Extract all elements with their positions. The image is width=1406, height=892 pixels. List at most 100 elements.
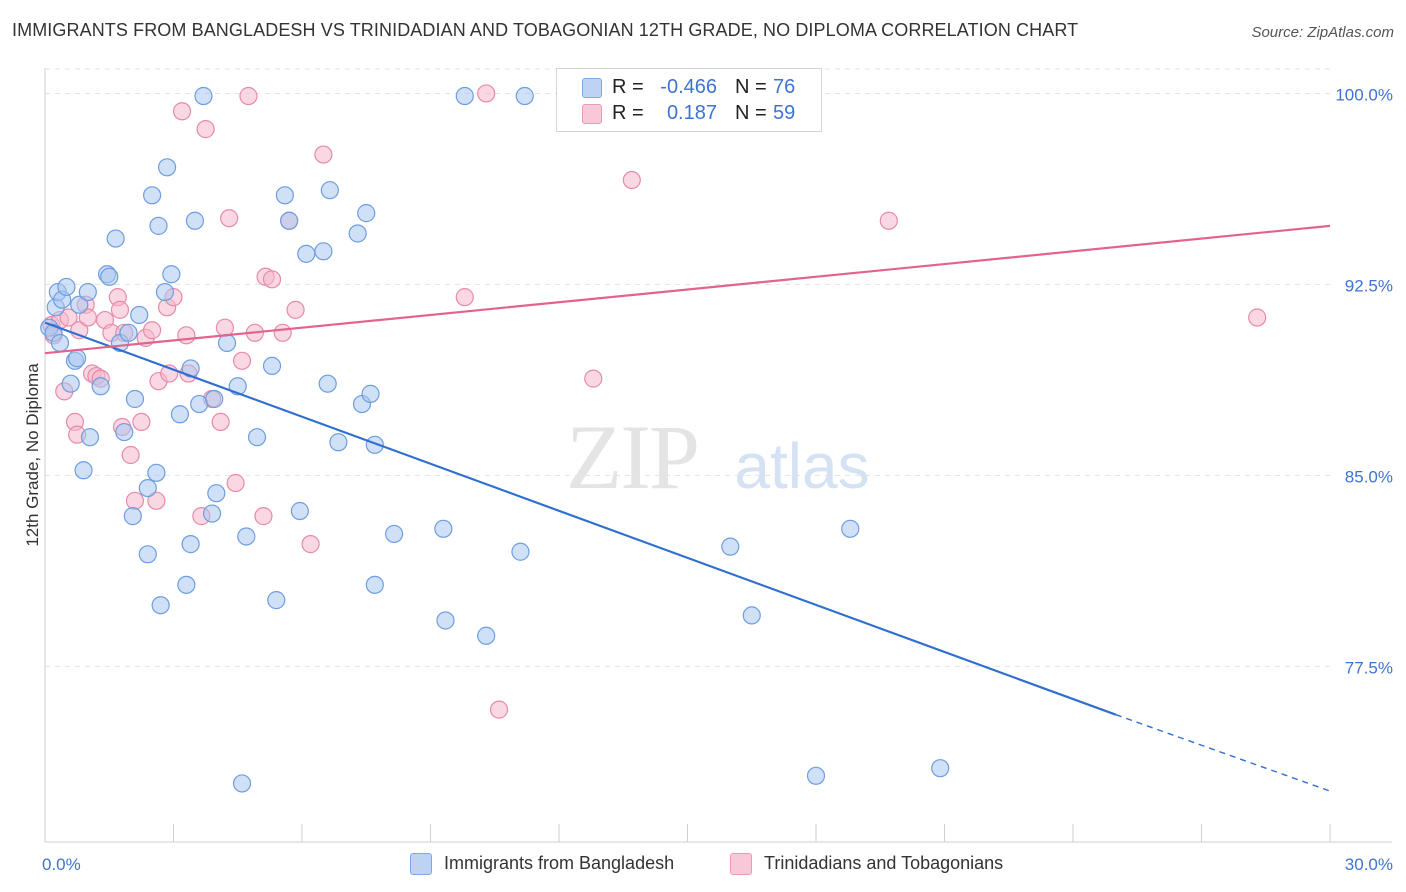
bangladesh-point [138,545,157,564]
legend-swatch-pink [730,853,752,875]
y-tick-label: 100.0% [1335,85,1393,104]
bangladesh-point [290,501,309,521]
bangladesh-point [138,478,157,498]
series-legend: Immigrants from Bangladesh Trinidadians … [0,852,1406,878]
legend-r-label: R = [612,102,644,124]
trinidadian-point [59,308,78,327]
bangladesh-point [185,211,205,230]
bangladesh-point [329,433,348,452]
bangladesh-point [267,591,286,610]
bangladesh-point [80,428,100,447]
legend-n-label: N = [735,102,767,124]
trinidadian-point [211,412,230,432]
bangladesh-trend-extension [1115,714,1331,792]
bangladesh-point [384,524,404,544]
bangladesh-point [78,282,97,302]
bangladesh-point [931,759,950,778]
bangladesh-point [170,405,190,424]
bangladesh-point [155,282,175,302]
bangladesh-point [91,377,110,396]
bangladesh-point [365,435,384,454]
trinidadian-point [132,412,151,432]
legend-n-label: N = [735,76,767,98]
legend-swatch-pink [582,104,602,124]
watermark-atlas: atlas [734,430,869,502]
series-trinidadians-points [42,84,1267,719]
watermark-zip: ZIP [566,406,698,508]
bangladesh-point [177,575,196,594]
bangladesh-point [357,204,376,223]
bangladesh-point [61,374,80,393]
legend-label-trinidadians: Trinidadians and Tobagonians [764,853,1004,873]
bangladesh-point [318,374,337,393]
bangladesh-point [205,389,224,409]
bangladesh-point [297,244,316,263]
trinidadian-point [1248,308,1267,327]
trinidadian-point [301,535,320,554]
bangladesh-point [217,333,237,353]
bangladesh-point [477,626,496,645]
bangladesh-point [314,242,333,261]
trinidadian-point [220,209,239,228]
bangladesh-point [151,596,170,615]
trinidadian-point [879,211,898,230]
bangladesh-point [320,181,339,200]
bangladesh-point [207,484,226,503]
chart-title: IMMIGRANTS FROM BANGLADESH VS TRINIDADIA… [12,20,1079,40]
bangladesh-point [123,507,142,526]
bangladesh-point [74,461,93,480]
bangladesh-point [280,211,299,230]
legend-r-value: -0.466 [660,76,717,98]
trinidadian-point [314,145,333,164]
bangladesh-point [181,535,200,554]
bangladesh-point [202,504,222,523]
trinidadian-point [262,270,282,289]
bangladesh-point [841,519,860,538]
bangladesh-point [237,527,256,546]
bangladesh-point [149,216,168,235]
bangladesh-trend-line [44,321,1117,716]
bangladesh-point [515,86,534,106]
bangladesh-point [70,295,89,314]
bangladesh-point [194,86,213,106]
trinidadian-trend-line [44,224,1331,355]
bangladesh-point [130,305,149,325]
bangladesh-point [57,277,76,297]
x-tick-label: 30.0% [1345,855,1393,874]
bangladesh-point [361,384,380,403]
trinidadian-point [147,491,166,510]
bangladesh-point [511,542,530,561]
source-label: Source: ZipAtlas.com [1251,24,1394,41]
bangladesh-point [147,463,166,482]
trinidadian-point [254,507,273,526]
legend-n-value: 59 [773,102,796,124]
bangladesh-point [434,519,453,538]
trinidadian-point [232,351,252,370]
trinidadian-point [286,300,305,319]
y-axis-label: 12th Grade, No Diploma [23,363,42,547]
bangladesh-point [721,537,740,556]
legend-r-label: R = [612,76,644,98]
y-tick-label: 77.5% [1345,658,1393,677]
trinidadian-point [121,445,140,465]
trinidadian-point [125,491,145,510]
axes [44,68,1392,843]
bangladesh-point [262,356,282,375]
trinidadian-point [142,321,162,340]
trinidadian-point [177,326,196,345]
watermark: ZIP atlas [566,406,870,508]
stats-legend: R = -0.466 N = 76 R = 0.187 N = 59 [556,68,822,132]
bangladesh-point [275,186,294,205]
legend-swatch-blue [582,78,602,98]
legend-row-trinidadians: R = 0.187 N = 59 [557,101,821,127]
bangladesh-point [806,766,826,785]
bangladesh-point [125,389,145,409]
bangladesh-point [247,428,267,447]
trinidadian-point [110,300,130,319]
bangladesh-point [142,186,162,205]
bangladesh-point [68,349,87,368]
bangladesh-point [119,323,138,342]
bangladesh-point [348,224,367,243]
trend-lines [44,224,1331,792]
